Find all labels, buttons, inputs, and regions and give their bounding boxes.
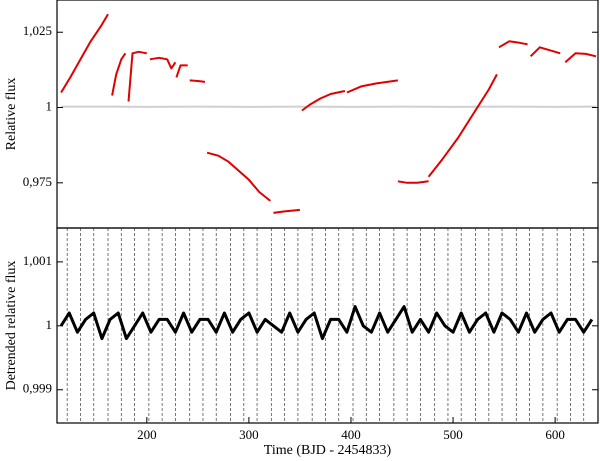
data-line	[127, 50, 147, 102]
data-line	[59, 305, 594, 341]
x-tick-label: 500	[443, 427, 463, 442]
data-line	[564, 52, 597, 64]
y-tick-label: 0,975	[23, 174, 52, 189]
x-tick-label: 200	[137, 427, 157, 442]
data-line	[175, 64, 188, 78]
x-tick-label: 400	[341, 427, 361, 442]
data-line	[346, 79, 399, 94]
data-line	[273, 208, 300, 214]
x-tick-label: 600	[545, 427, 565, 442]
panel-frame	[56, 0, 599, 229]
data-line	[427, 73, 498, 178]
y-tick-label: 0,999	[23, 381, 52, 396]
data-line	[111, 52, 127, 96]
data-line	[189, 79, 206, 83]
y-tick-label: 1,001	[23, 253, 52, 268]
x-axis-label: Time (BJD - 2454833)	[264, 443, 392, 458]
y-tick-label: 1,025	[23, 23, 52, 38]
data-line	[529, 46, 561, 58]
data-line	[301, 90, 346, 112]
data-line	[498, 40, 528, 49]
y-tick-label: 1	[46, 317, 53, 332]
data-line	[206, 151, 271, 202]
x-tick-label: 300	[239, 427, 259, 442]
data-line	[149, 56, 177, 70]
data-line	[397, 180, 429, 184]
data-line	[60, 13, 109, 94]
y-axis-label: Detrended relative flux	[4, 261, 19, 391]
y-tick-label: 1	[46, 99, 53, 114]
y-axis-label: Relative flux	[4, 78, 19, 151]
